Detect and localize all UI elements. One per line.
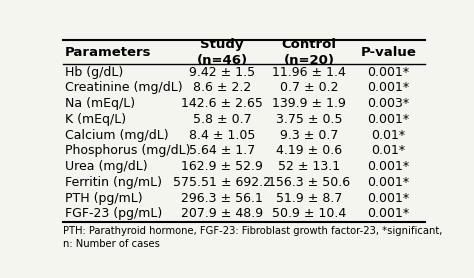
Text: 0.001*: 0.001* [367,113,410,126]
Text: 0.003*: 0.003* [367,97,410,110]
Text: 0.001*: 0.001* [367,176,410,189]
Text: P-value: P-value [361,46,417,59]
Text: 575.51 ± 692.2: 575.51 ± 692.2 [173,176,271,189]
Text: Phosphorus (mg/dL): Phosphorus (mg/dL) [65,145,190,157]
Text: Urea (mg/dL): Urea (mg/dL) [65,160,147,173]
Text: 5.64 ± 1.7: 5.64 ± 1.7 [189,145,255,157]
Text: 8.6 ± 2.2: 8.6 ± 2.2 [193,81,251,95]
Text: 51.9 ± 8.7: 51.9 ± 8.7 [276,192,342,205]
Text: 0.001*: 0.001* [367,192,410,205]
Text: 9.3 ± 0.7: 9.3 ± 0.7 [280,129,338,142]
Text: 162.9 ± 52.9: 162.9 ± 52.9 [181,160,263,173]
Text: 0.001*: 0.001* [367,207,410,220]
Text: 139.9 ± 1.9: 139.9 ± 1.9 [272,97,346,110]
Text: Control
(n=20): Control (n=20) [282,38,337,67]
Text: 142.6 ± 2.65: 142.6 ± 2.65 [181,97,263,110]
Text: 0.001*: 0.001* [367,81,410,95]
Text: 296.3 ± 56.1: 296.3 ± 56.1 [181,192,263,205]
Text: Ferritin (ng/mL): Ferritin (ng/mL) [65,176,162,189]
Text: 3.75 ± 0.5: 3.75 ± 0.5 [276,113,342,126]
Text: Parameters: Parameters [65,46,151,59]
Text: 8.4 ± 1.05: 8.4 ± 1.05 [189,129,255,142]
Text: Hb (g/dL): Hb (g/dL) [65,66,123,79]
Text: 5.8 ± 0.7: 5.8 ± 0.7 [193,113,251,126]
Text: 156.3 ± 50.6: 156.3 ± 50.6 [268,176,350,189]
Text: FGF-23 (pg/mL): FGF-23 (pg/mL) [65,207,162,220]
Text: Na (mEq/L): Na (mEq/L) [65,97,135,110]
Text: PTH (pg/mL): PTH (pg/mL) [65,192,142,205]
Text: Creatinine (mg/dL): Creatinine (mg/dL) [65,81,182,95]
Text: 52 ± 13.1: 52 ± 13.1 [278,160,340,173]
Text: 4.19 ± 0.6: 4.19 ± 0.6 [276,145,342,157]
Text: 0.7 ± 0.2: 0.7 ± 0.2 [280,81,338,95]
Text: 207.9 ± 48.9: 207.9 ± 48.9 [181,207,263,220]
Text: Calcium (mg/dL): Calcium (mg/dL) [65,129,168,142]
Text: Study
(n=46): Study (n=46) [197,38,248,67]
Text: 0.01*: 0.01* [372,129,406,142]
Text: 0.001*: 0.001* [367,160,410,173]
Text: 50.9 ± 10.4: 50.9 ± 10.4 [272,207,346,220]
Text: 11.96 ± 1.4: 11.96 ± 1.4 [272,66,346,79]
Text: 0.001*: 0.001* [367,66,410,79]
Text: 0.01*: 0.01* [372,145,406,157]
Text: 9.42 ± 1.5: 9.42 ± 1.5 [189,66,255,79]
Text: K (mEq/L): K (mEq/L) [65,113,126,126]
Text: PTH: Parathyroid hormone, FGF-23: Fibroblast growth factor-23, *significant,
n: : PTH: Parathyroid hormone, FGF-23: Fibrob… [63,226,442,249]
